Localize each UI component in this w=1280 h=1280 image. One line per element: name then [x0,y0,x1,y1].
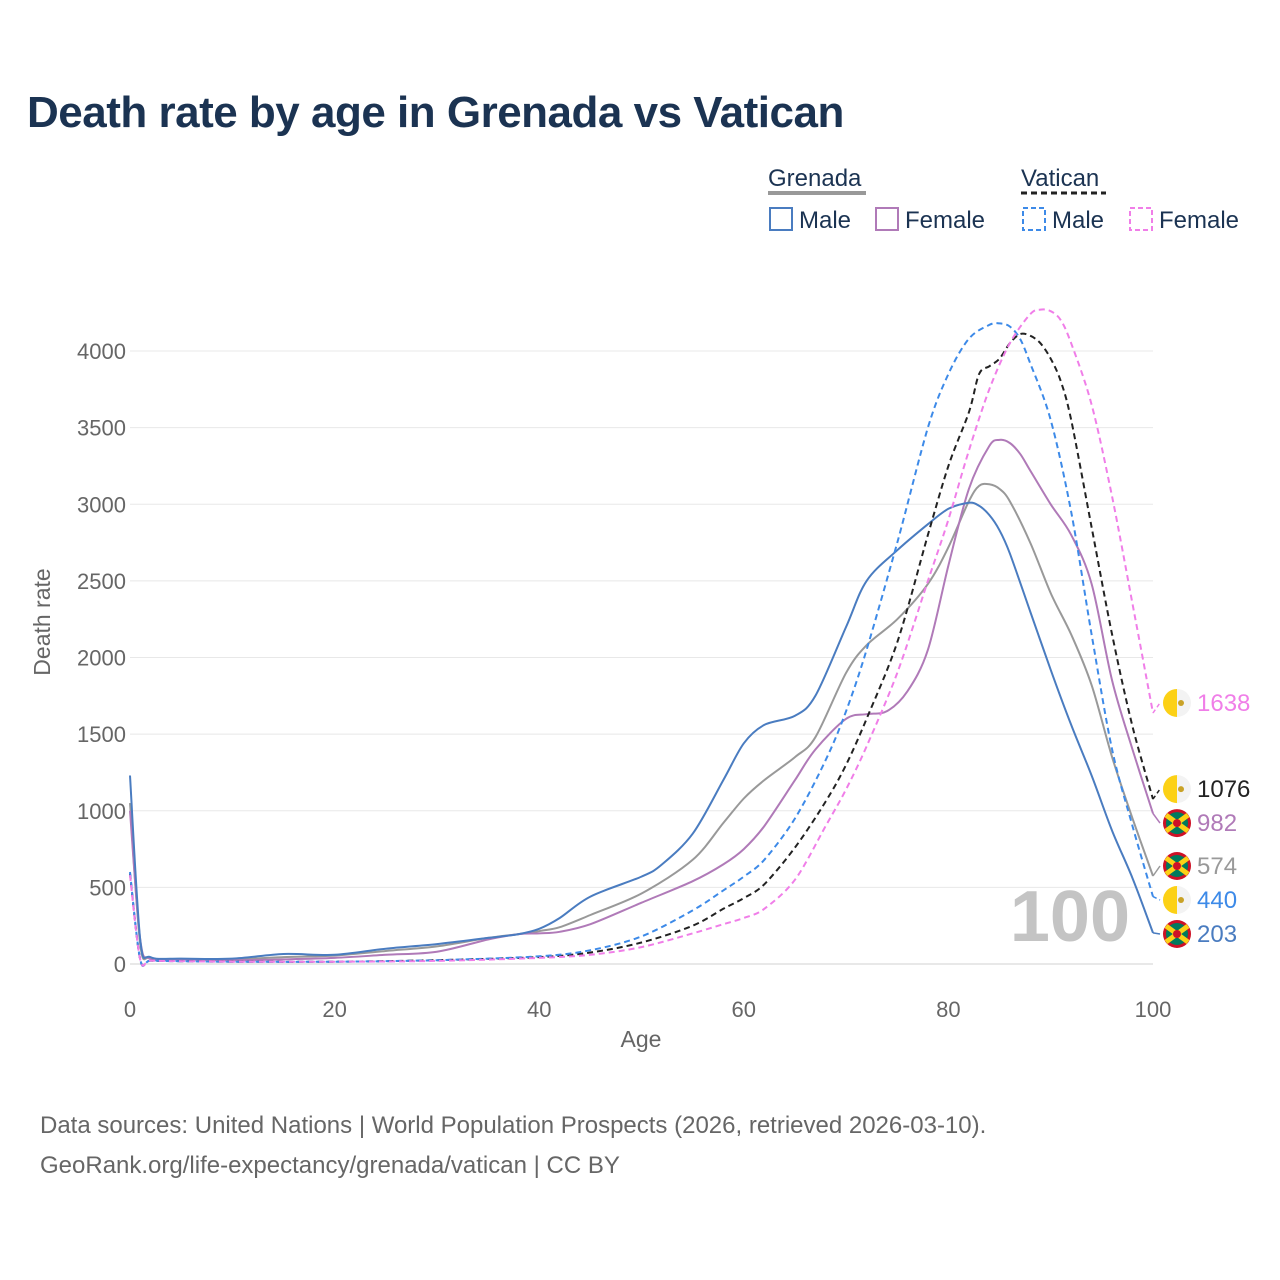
end-label-connector [1152,788,1161,800]
footer-link[interactable]: GeoRank.org/life-expectancy/grenada/vati… [40,1152,620,1179]
y-axis-label: Death rate [29,568,55,675]
x-tick-label: 0 [124,997,136,1022]
y-tick-label: 3500 [77,416,126,441]
x-tick-label: 20 [322,997,346,1022]
end-label-connector [1152,813,1161,824]
legend-group-grenada[interactable]: Grenada Male Female [768,165,985,234]
footer: Data sources: United Nations | World Pop… [40,1106,986,1186]
series-group [129,308,1154,967]
end-label-connector [1152,932,1161,935]
grenada-flag-icon [1163,852,1191,880]
x-tick-label: 80 [936,997,960,1022]
legend-label-vatican-male: Male [1052,207,1104,234]
x-tick-label: 100 [1135,997,1172,1022]
x-tick-label: 60 [732,997,756,1022]
legend-swatch-vatican-female [1129,207,1153,231]
legend-label-grenada-female: Female [905,207,985,234]
y-tick-label: 1500 [77,722,126,747]
y-tick-label: 1000 [77,799,126,824]
vatican-flag-icon [1163,775,1191,804]
y-tick-label: 0 [114,952,126,977]
series-line-vatican-total[interactable] [129,332,1154,967]
legend-swatch-grenada-female [875,207,899,231]
legend-swatch-vatican-male [1022,207,1046,231]
vatican-flag-icon [1163,688,1191,717]
series-line-vatican-male[interactable] [129,322,1154,967]
y-tick-label: 4000 [77,339,126,364]
highlight-age: 100 [1010,877,1130,957]
footer-sources: Data sources: United Nations | World Pop… [40,1112,987,1139]
legend-label-grenada-male: Male [799,207,851,234]
end-label-connector [1152,895,1161,901]
series-line-grenada-female[interactable] [129,438,1154,962]
end-label-value: 982 [1197,810,1237,837]
end-label-value: 203 [1197,921,1237,948]
y-tick-label: 2000 [77,646,126,671]
end-label-value: 440 [1197,887,1237,914]
series-line-vatican-female[interactable] [129,308,1154,967]
grid [130,350,1153,965]
x-tick-label: 40 [527,997,551,1022]
y-tick-label: 3000 [77,492,126,517]
vatican-flag-icon [1163,886,1191,914]
end-label-value: 574 [1197,853,1237,880]
y-axis-ticks: 0 500 1000 1500 2000 2500 3000 3500 4000 [77,339,126,977]
series-line-grenada-total[interactable] [129,482,1154,961]
x-axis-ticks: 0 20 40 60 80 100 [124,997,1171,1022]
chart-title: Death rate by age in Grenada vs Vatican [27,88,844,137]
end-label-value: 1076 [1197,776,1250,803]
y-tick-label: 500 [89,875,126,900]
grenada-flag-icon [1163,920,1191,948]
end-label-connector [1152,865,1161,877]
end-label-value: 1638 [1197,690,1250,717]
legend: Grenada Male Female Vatican Male Female [768,165,1239,234]
x-axis-label: Age [621,1026,662,1052]
legend-label-vatican-female: Female [1159,207,1239,234]
end-labels: 1638 1076 982 574 440 203 [1152,688,1250,948]
legend-group-vatican[interactable]: Vatican Male Female [1021,165,1239,234]
legend-group-label: Vatican [1021,165,1099,192]
grenada-flag-icon [1163,809,1191,838]
y-tick-label: 2500 [77,569,126,594]
end-label-connector [1152,702,1161,714]
legend-swatch-grenada-male [769,207,793,231]
legend-group-label: Grenada [768,165,862,192]
series-line-grenada-male[interactable] [129,501,1154,961]
